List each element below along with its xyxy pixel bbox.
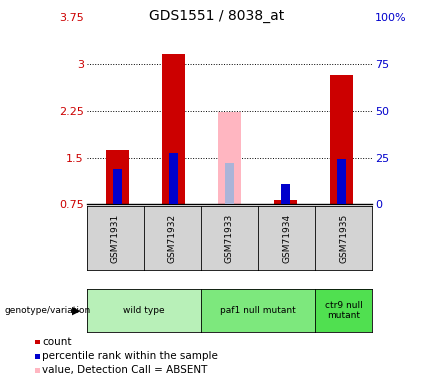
Bar (169, 153, 178, 204)
Text: GSM71934: GSM71934 (282, 213, 291, 262)
Bar (113, 169, 122, 204)
Text: value, Detection Call = ABSENT: value, Detection Call = ABSENT (42, 366, 208, 375)
Text: GDS1551 / 8038_at: GDS1551 / 8038_at (149, 9, 284, 23)
Bar (106, 150, 129, 204)
Bar (330, 75, 353, 204)
Bar (162, 54, 185, 204)
Text: paf1 null mutant: paf1 null mutant (220, 306, 296, 315)
Text: ctr9 null
mutant: ctr9 null mutant (325, 301, 363, 320)
Bar (225, 162, 234, 204)
Bar (274, 200, 297, 204)
Bar (281, 184, 290, 204)
Text: ▶: ▶ (71, 305, 80, 315)
Text: genotype/variation: genotype/variation (4, 306, 90, 315)
Text: GSM71931: GSM71931 (111, 213, 120, 263)
Bar (337, 159, 346, 204)
Bar (218, 112, 241, 204)
Text: GSM71933: GSM71933 (225, 213, 234, 263)
Text: GSM71935: GSM71935 (339, 213, 348, 263)
Text: GSM71932: GSM71932 (168, 213, 177, 262)
Text: count: count (42, 337, 72, 347)
Text: percentile rank within the sample: percentile rank within the sample (42, 351, 218, 361)
Text: wild type: wild type (123, 306, 165, 315)
